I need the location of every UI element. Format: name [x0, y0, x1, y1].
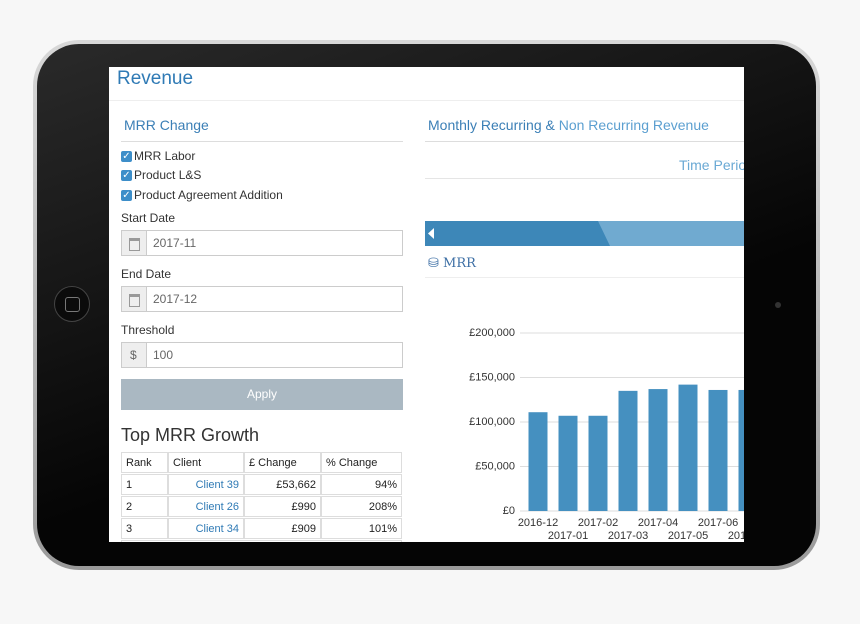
- apply-button[interactable]: Apply: [121, 379, 403, 410]
- table-title: Top MRR Growth: [121, 425, 260, 445]
- date-input[interactable]: 2017-12: [121, 286, 403, 312]
- calendar-addon: [122, 287, 147, 311]
- currency-addon: $: [122, 343, 147, 367]
- input-value: 2017-12: [153, 292, 198, 306]
- field-label: Start Date: [121, 211, 176, 225]
- y-tick-label: £50,000: [475, 460, 515, 472]
- x-tick-label: 2016-12: [518, 517, 558, 529]
- bar: [738, 389, 744, 511]
- table-cell: 2: [121, 496, 168, 517]
- table-row-partial: [121, 540, 402, 542]
- table-cell: £990: [244, 496, 321, 517]
- threshold-input[interactable]: $ 100: [121, 342, 403, 368]
- home-button[interactable]: [54, 286, 90, 322]
- calendar-icon: [129, 238, 140, 251]
- page-title: Revenue: [117, 68, 194, 89]
- bar: [558, 415, 578, 511]
- field-label: End Date: [121, 267, 172, 281]
- checkbox[interactable]: ✓: [121, 170, 132, 181]
- bar: [528, 412, 548, 511]
- table-cell: 101%: [321, 518, 402, 539]
- button-label: Apply: [246, 387, 278, 401]
- panel-title-rest: Non Recurring Revenue: [558, 117, 709, 133]
- divider: [121, 141, 403, 142]
- camera: [775, 302, 781, 308]
- column-header: £ Change: [244, 452, 321, 473]
- checkbox[interactable]: ✓: [121, 151, 132, 162]
- time-period[interactable]: Time Period: [679, 157, 744, 173]
- date-input[interactable]: 2017-11: [121, 230, 403, 256]
- column-header: Rank: [121, 452, 168, 473]
- bar: [588, 415, 608, 511]
- section-title: ⛁ MRR: [428, 256, 476, 271]
- y-tick-label: £0: [503, 505, 515, 517]
- y-tick-label: £100,000: [469, 416, 515, 428]
- section-icon: ⛁: [428, 256, 444, 271]
- x-tick-label: 2017-03: [608, 530, 648, 542]
- client-link[interactable]: Client 34: [168, 518, 244, 539]
- calendar-addon: [122, 231, 147, 255]
- column-header: % Change: [321, 452, 402, 473]
- divider: [425, 141, 744, 142]
- calendar-icon: [129, 294, 140, 307]
- timeline-bar: [425, 221, 744, 246]
- x-tick-label: 2017-06: [698, 517, 738, 529]
- chart: £0 £50,000 £100,000 £150,000 £200,000 2016-12…: [469, 327, 744, 542]
- timeline-range: [598, 221, 744, 246]
- bar: [648, 389, 668, 511]
- divider: [109, 100, 744, 101]
- form-title: MRR Change: [124, 117, 209, 133]
- x-tick-label: 2017-07: [728, 530, 744, 542]
- table-cell: 1: [121, 474, 168, 495]
- y-tick-label: £150,000: [469, 371, 515, 383]
- table-cell: £909: [244, 518, 321, 539]
- table-cell: 94%: [321, 474, 402, 495]
- section-label: MRR: [443, 256, 476, 271]
- divider: [425, 277, 744, 278]
- checkbox-label: Product L&S: [134, 168, 202, 182]
- x-tick-label: 2017-02: [578, 517, 618, 529]
- bar: [618, 390, 638, 511]
- panel-title: Monthly Recurring & Non Recurring Revenu…: [428, 117, 709, 133]
- checkbox-label: Product Agreement Addition: [134, 188, 283, 202]
- input-value: 2017-11: [153, 236, 197, 250]
- client-link[interactable]: Client 39: [168, 474, 244, 495]
- bar: [708, 389, 728, 511]
- column-header: Client: [168, 452, 244, 473]
- x-tick-label: 2017-04: [638, 517, 678, 529]
- x-tick-label: 2017-05: [668, 530, 708, 542]
- input-value: 100: [153, 348, 174, 362]
- screen: Revenue MRR Change ✓ MRR Labor ✓ Product…: [109, 67, 744, 542]
- checkbox[interactable]: ✓: [121, 190, 132, 201]
- bar: [678, 384, 698, 511]
- y-tick-label: £200,000: [469, 327, 515, 339]
- field-label: Threshold: [121, 323, 175, 337]
- table-cell: 208%: [321, 496, 402, 517]
- table-cell: £53,662: [244, 474, 321, 495]
- panel-title-main: Monthly Recurring &: [428, 117, 555, 133]
- x-tick-label: 2017-01: [548, 530, 588, 542]
- table-cell: 3: [121, 518, 168, 539]
- client-link[interactable]: Client 26: [168, 496, 244, 517]
- timeline-arrow[interactable]: [428, 228, 434, 239]
- currency-symbol: $: [130, 348, 137, 362]
- checkbox-label: MRR Labor: [134, 149, 196, 163]
- divider: [425, 178, 744, 179]
